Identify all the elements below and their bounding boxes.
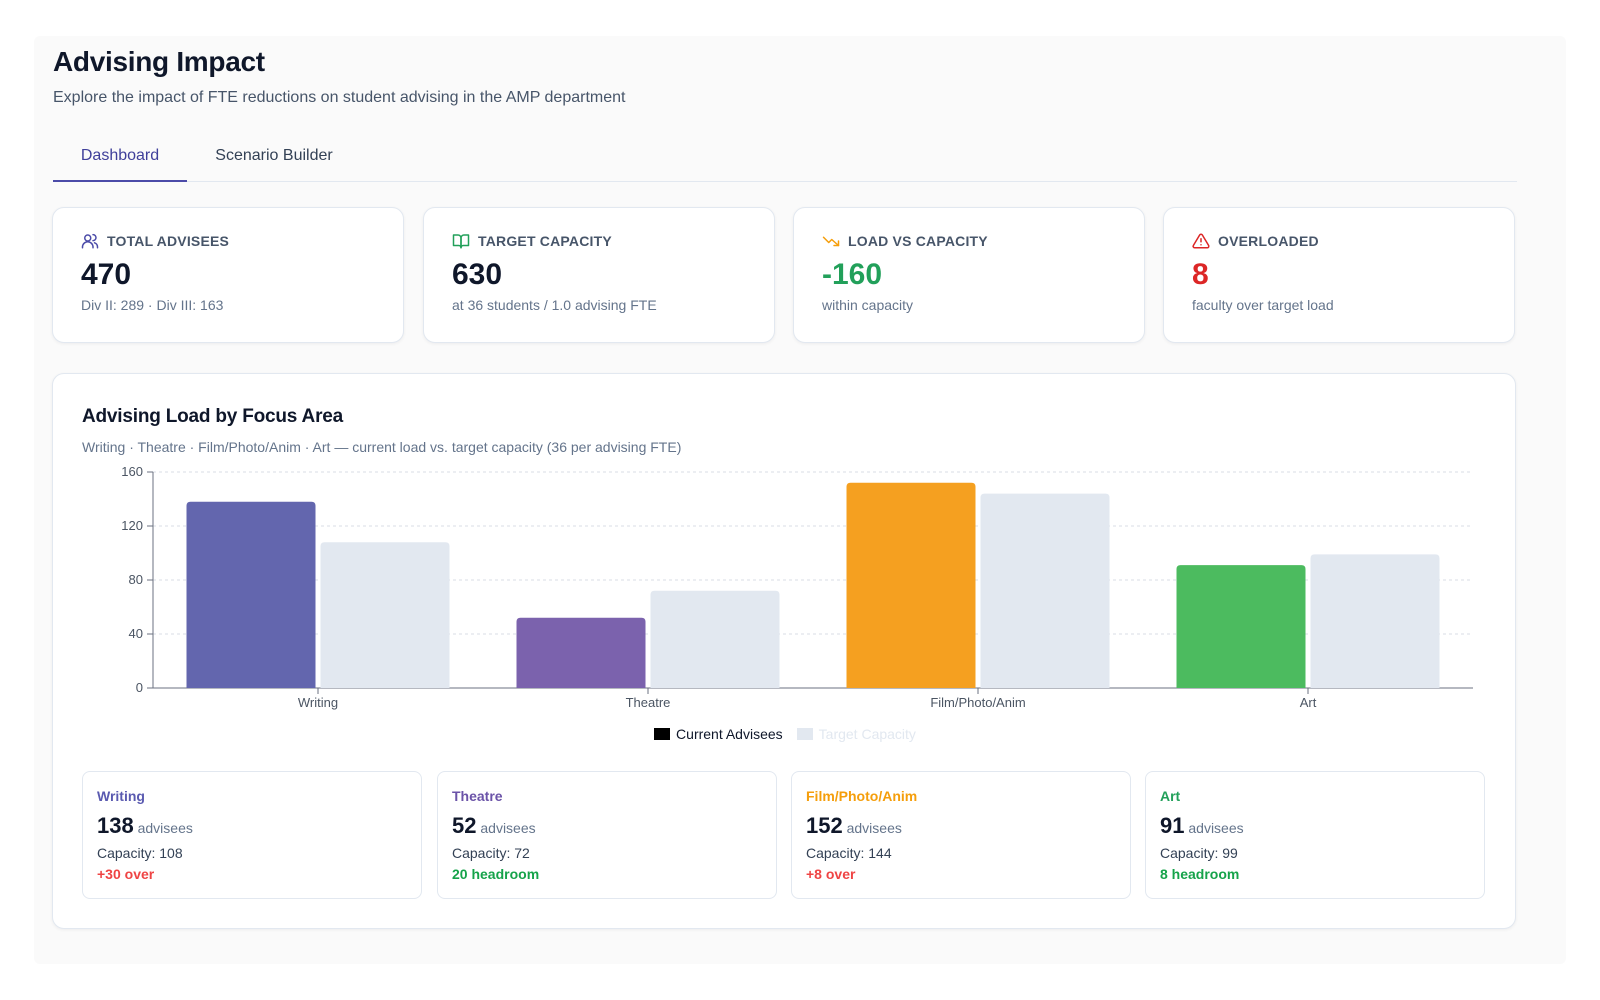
bar-target-art [1310, 554, 1440, 688]
area-card-theatre: Theatre 52 advisees Capacity: 72 20 head… [437, 771, 777, 899]
area-capacity: Capacity: 72 [452, 845, 530, 861]
area-card-art: Art 91 advisees Capacity: 99 8 headroom [1145, 771, 1485, 899]
area-capacity: Capacity: 108 [97, 845, 183, 861]
area-capacity: Capacity: 99 [1160, 845, 1238, 861]
kpi-card-load-vs-capacity: LOAD VS CAPACITY -160 within capacity [793, 207, 1145, 343]
area-status: +8 over [806, 866, 856, 882]
bar-target-writing [320, 542, 450, 688]
legend-swatch-target [796, 728, 813, 740]
bar-target-film-photo-anim [980, 493, 1110, 688]
area-card-film-photo-anim: Film/Photo/Anim 152 advisees Capacity: 1… [791, 771, 1131, 899]
chart-title: Advising Load by Focus Area [82, 406, 343, 427]
kpi-label: OVERLOADED [1218, 233, 1319, 249]
chart-legend: Current Advisees Target Capacity [53, 726, 1517, 742]
chart-subtitle: Writing · Theatre · Film/Photo/Anim · Ar… [82, 439, 682, 455]
y-tick-label: 120 [121, 518, 143, 533]
y-tick-label: 0 [136, 680, 143, 695]
legend-item-current[interactable]: Current Advisees [654, 726, 783, 742]
kpi-subtext: faculty over target load [1192, 297, 1334, 313]
kpi-card-overloaded: OVERLOADED 8 faculty over target load [1163, 207, 1515, 343]
bar-current-theatre [516, 617, 646, 688]
area-status: 8 headroom [1160, 866, 1240, 882]
area-count: 152 advisees [806, 813, 902, 838]
area-name: Writing [97, 788, 145, 804]
legend-label-current: Current Advisees [676, 726, 783, 742]
trending-down-icon [822, 236, 840, 247]
y-tick-label: 40 [129, 626, 143, 641]
x-tick-label: Writing [298, 695, 338, 710]
kpi-value: -160 [822, 258, 883, 291]
kpi-subtext: at 36 students / 1.0 advising FTE [452, 297, 657, 313]
kpi-value: 630 [452, 258, 503, 291]
page: Advising Impact Explore the impact of FT… [34, 36, 1566, 964]
tab-bar: Dashboard Scenario Builder [53, 134, 1517, 182]
bar-current-art [1176, 565, 1306, 688]
kpi-label: TARGET CAPACITY [478, 233, 612, 249]
bar-target-theatre [650, 590, 780, 688]
area-card-writing: Writing 138 advisees Capacity: 108 +30 o… [82, 771, 422, 899]
x-tick-label: Theatre [626, 695, 671, 710]
kpi-value: 470 [81, 258, 132, 291]
area-capacity: Capacity: 144 [806, 845, 892, 861]
legend-swatch-current [654, 728, 671, 740]
area-count: 138 advisees [97, 813, 193, 838]
y-tick-label: 80 [129, 572, 143, 587]
page-title: Advising Impact [53, 46, 265, 77]
kpi-subtext: within capacity [822, 297, 914, 313]
tab-scenario-builder[interactable]: Scenario Builder [215, 147, 333, 164]
area-name: Theatre [452, 788, 503, 804]
advising-load-panel: Advising Load by Focus Area Writing · Th… [52, 373, 1516, 929]
kpi-label: LOAD VS CAPACITY [848, 233, 988, 249]
kpi-label: TOTAL ADVISEES [107, 233, 230, 249]
x-tick-label: Art [1300, 695, 1317, 710]
y-tick-label: 160 [121, 464, 143, 479]
bar-chart: 0 40 80 120 160 Writing Theatre Film/Photo/Anim… [121, 464, 1473, 710]
legend-item-target[interactable]: Target Capacity [796, 726, 916, 742]
bar-current-film-photo-anim [846, 482, 976, 688]
kpi-card-target-capacity: TARGET CAPACITY 630 at 36 students / 1.0… [423, 207, 775, 343]
area-name: Art [1160, 788, 1181, 804]
alert-triangle-icon [1192, 233, 1210, 249]
bar-current-writing [186, 501, 316, 688]
area-status: 20 headroom [452, 866, 540, 882]
area-count: 52 advisees [452, 813, 536, 838]
legend-label-target: Target Capacity [818, 726, 916, 742]
kpi-subtext: Div II: 289 · Div III: 163 [81, 297, 224, 313]
page-subtitle: Explore the impact of FTE reductions on … [53, 89, 626, 106]
area-name: Film/Photo/Anim [806, 788, 918, 804]
area-status: +30 over [97, 866, 155, 882]
kpi-card-total-advisees: TOTAL ADVISEES 470 Div II: 289 · Div III… [52, 207, 404, 343]
x-tick-label: Film/Photo/Anim [930, 695, 1025, 710]
tab-dashboard[interactable]: Dashboard [53, 134, 187, 182]
users-icon [81, 233, 99, 249]
kpi-value: 8 [1192, 258, 1209, 291]
area-count: 91 advisees [1160, 813, 1244, 838]
book-open-icon [452, 234, 470, 249]
